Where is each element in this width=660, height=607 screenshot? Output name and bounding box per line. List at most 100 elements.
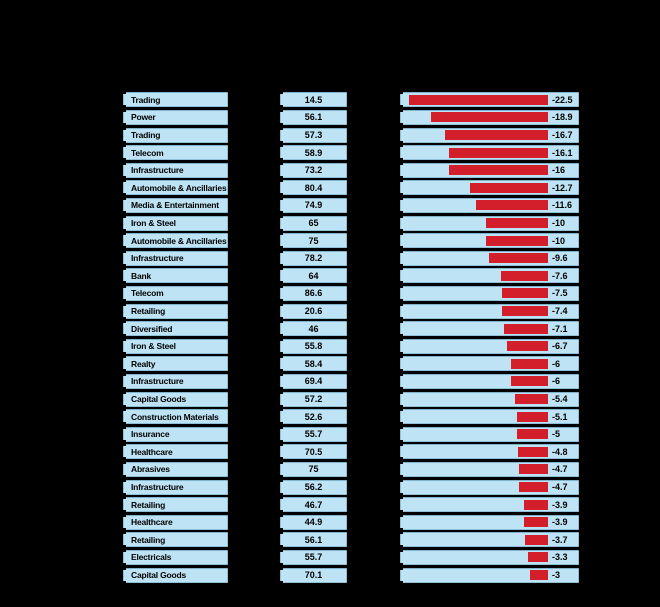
change-value: -16.7 [552,130,573,140]
sector-label: Infrastructure [131,482,184,492]
sector-label: Retailing [131,499,166,510]
sector-label: Insurance [131,429,170,440]
price-cell: 46 [280,321,347,337]
sector-cell: Insurance [123,426,228,442]
change-value: -4.7 [552,482,568,492]
table-row: Infrastructure 69.4 -6 [0,373,660,389]
sector-cell: Retailing [123,497,228,513]
price-cell: 14.5 [280,92,347,108]
change-bar [519,482,548,492]
table-row: Retailing 20.6 -7.4 [0,303,660,319]
price-value: 55.8 [304,341,323,352]
sector-label: Infrastructure [131,165,184,176]
sector-cell: Infrastructure [123,162,228,178]
bar-cell: -5 [400,426,579,442]
sector-cell: Capital Goods [123,567,228,583]
sector-label: Infrastructure [131,376,184,387]
change-value: -6 [552,358,561,369]
price-value: 20.6 [304,306,323,316]
price-cell: 75 [280,233,347,249]
table-row: Infrastructure 78.2 -9.6 [0,250,660,266]
price-cell: 57.2 [280,391,347,407]
bar-cell: -3.9 [400,514,579,530]
change-bar [518,446,548,457]
change-value: -5 [552,429,561,440]
price-value: 73.2 [304,165,323,176]
change-bar [449,165,548,176]
price-cell: 70.5 [280,444,347,460]
change-bar [502,306,548,316]
bar-cell: -3.9 [400,497,579,513]
change-bar [444,130,548,140]
table-row: Telecom 86.6 -7.5 [0,285,660,301]
sector-cell: Iron & Steel [123,215,228,231]
change-value: -18.9 [552,112,573,123]
price-value: 69.4 [304,376,323,387]
table-row: Trading 57.3 -16.7 [0,127,660,143]
price-value: 56.1 [304,112,323,123]
change-bar [501,270,548,281]
price-cell: 65 [280,215,347,231]
sector-cell: Construction Materials [123,409,228,425]
price-cell: 56.1 [280,109,347,125]
sector-label: Capital Goods [131,394,187,404]
price-value: 46.7 [304,499,323,510]
change-value: -12.7 [552,182,573,193]
table-row: Bank 64 -7.6 [0,268,660,284]
price-value: 70.1 [304,570,323,580]
change-bar [486,235,548,246]
change-value: -7.6 [552,270,568,281]
sector-label: Telecom [131,147,164,158]
bar-cell: -18.9 [400,109,579,125]
change-value: -4.7 [552,464,568,475]
change-value: -3 [552,570,561,580]
bar-cell: -11.6 [400,197,579,213]
table-row: Insurance 55.7 -5 [0,426,660,442]
table-row: Healthcare 70.5 -4.8 [0,444,660,460]
sector-cell: Retailing [123,303,228,319]
change-value: -7.5 [552,288,568,299]
change-value: -3.3 [552,552,568,563]
sector-cell: Realty [123,356,228,372]
price-cell: 46.7 [280,497,347,513]
change-value: -3.7 [552,534,568,545]
sector-cell: Diversified [123,321,228,337]
bar-cell: -6 [400,356,579,372]
bar-cell: -16.1 [400,145,579,161]
sector-cell: Media & Entertainment [123,197,228,213]
sector-label: Bank [131,270,151,281]
price-value: 80.4 [304,182,323,193]
table-row: Electricals 55.7 -3.3 [0,549,660,565]
change-bar [510,358,548,369]
table-row: Retailing 56.1 -3.7 [0,532,660,548]
change-bar [501,288,548,299]
change-bar [527,552,548,563]
change-bar [409,94,548,105]
sector-label: Infrastructure [131,253,184,264]
sector-label: Telecom [131,288,164,299]
change-value: -3.9 [552,499,568,510]
price-cell: 78.2 [280,250,347,266]
table-row: Media & Entertainment 74.9 -11.6 [0,197,660,213]
bar-cell: -12.7 [400,180,579,196]
change-value: -6 [552,376,561,387]
table-row: Realty 58.4 -6 [0,356,660,372]
price-cell: 56.2 [280,479,347,495]
change-bar [504,323,548,334]
price-cell: 55.7 [280,549,347,565]
change-bar [486,218,548,228]
sector-cell: Healthcare [123,514,228,530]
bar-cell: -6.7 [400,338,579,354]
sector-label: Abrasives [131,464,170,475]
bar-cell: -4.8 [400,444,579,460]
price-value: 75 [308,464,319,475]
sector-label: Media & Entertainment [131,200,219,211]
table-row: Telecom 58.9 -16.1 [0,145,660,161]
change-bar [469,182,548,193]
sector-cell: Automobile & Ancillaries [123,180,228,196]
table-row: Abrasives 75 -4.7 [0,461,660,477]
change-bar [519,464,548,475]
price-value: 46 [308,323,319,334]
price-cell: 44.9 [280,514,347,530]
price-cell: 20.6 [280,303,347,319]
